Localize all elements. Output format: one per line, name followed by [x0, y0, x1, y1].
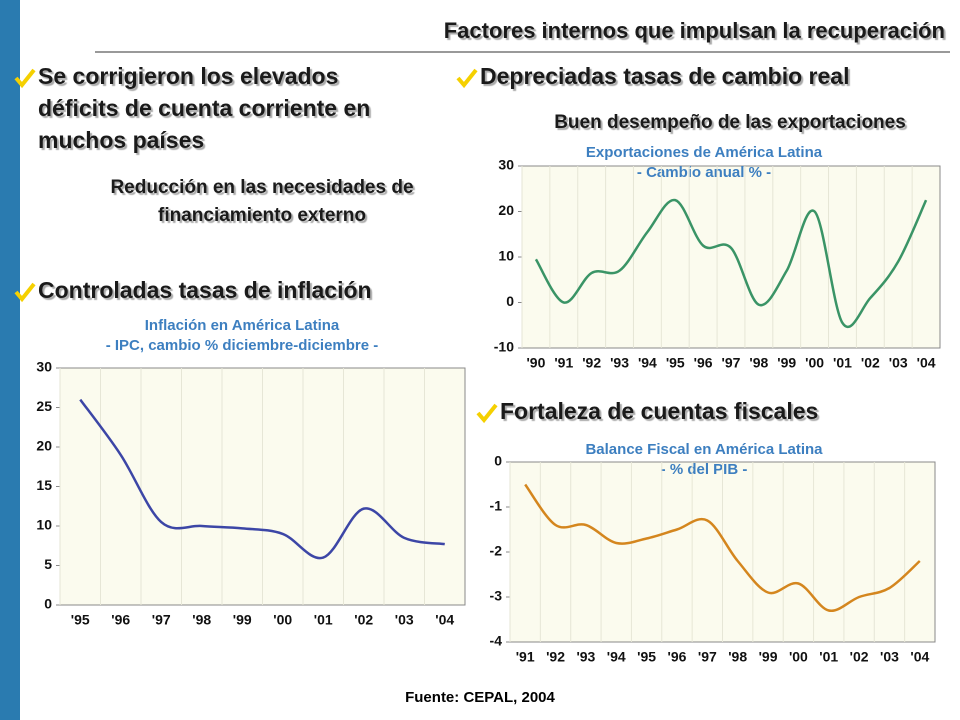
y-tick-label: 0	[494, 453, 502, 469]
x-tick-label: '04	[910, 649, 929, 665]
y-tick-label: -10	[494, 339, 514, 355]
y-tick-label: -2	[490, 543, 503, 559]
x-tick-label: '04	[917, 355, 936, 371]
bullet-line: déficits de cuenta corriente en	[38, 95, 370, 121]
x-tick-label: '92	[582, 355, 601, 371]
chart-title: Inflación en América Latina	[145, 317, 340, 334]
slide-title: Factores internos que impulsan la recupe…	[444, 18, 945, 43]
x-tick-label: '93	[576, 649, 595, 665]
y-tick-label: 30	[498, 157, 514, 173]
x-tick-label: '95	[666, 355, 685, 371]
x-tick-label: '98	[749, 355, 768, 371]
chart-title: Exportaciones de América Latina	[586, 144, 823, 161]
check-icon	[14, 68, 36, 89]
y-tick-label: -3	[490, 588, 503, 604]
x-tick-label: '97	[722, 355, 741, 371]
x-tick-label: '01	[314, 612, 333, 628]
x-tick-label: '98	[192, 612, 211, 628]
y-tick-label: 25	[36, 398, 52, 414]
x-tick-label: '03	[889, 355, 908, 371]
x-tick-label: '91	[554, 355, 573, 371]
x-tick-label: '03	[395, 612, 414, 628]
bullet-line: Se corrigieron los elevados	[38, 63, 338, 89]
x-tick-label: '02	[354, 612, 373, 628]
plot-area	[521, 165, 941, 349]
bullet-note: Buen desempeño de las exportaciones	[554, 112, 906, 133]
chart-title: Balance Fiscal en América Latina	[585, 441, 823, 458]
y-tick-label: -4	[490, 633, 503, 649]
y-tick-label: 15	[36, 477, 52, 493]
x-tick-label: '95	[637, 649, 656, 665]
bullet-note: Reducción en las necesidades de	[110, 177, 413, 198]
y-tick-label: -1	[490, 498, 503, 514]
x-tick-label: '99	[777, 355, 796, 371]
y-tick-label: 20	[498, 202, 514, 218]
x-tick-label: '00	[273, 612, 292, 628]
x-tick-label: '99	[233, 612, 252, 628]
check-icon	[14, 282, 36, 303]
x-tick-label: '92	[546, 649, 565, 665]
bullet-line: Controladas tasas de inflación	[38, 277, 372, 303]
x-tick-label: '97	[698, 649, 717, 665]
x-tick-label: '02	[850, 649, 869, 665]
x-tick-label: '90	[526, 355, 545, 371]
x-tick-label: '03	[880, 649, 899, 665]
bullet-line: Depreciadas tasas de cambio real	[480, 63, 849, 89]
bullet-note: financiamiento externo	[158, 205, 366, 226]
source: Fuente: CEPAL, 2004	[405, 689, 555, 706]
y-tick-label: 0	[506, 293, 514, 309]
x-tick-label: '94	[607, 649, 626, 665]
data-line	[534, 198, 928, 328]
chart-subtitle: - % del PIB -	[661, 461, 748, 478]
chart-subtitle: - Cambio anual % -	[637, 164, 771, 181]
y-tick-label: 20	[36, 438, 52, 454]
x-tick-label: '96	[111, 612, 130, 628]
data-line	[79, 398, 445, 560]
x-tick-label: '02	[861, 355, 880, 371]
x-tick-label: '00	[805, 355, 824, 371]
y-tick-label: 5	[44, 556, 52, 572]
x-tick-label: '01	[819, 649, 838, 665]
data-line	[524, 483, 921, 612]
x-tick-label: '95	[71, 612, 90, 628]
y-tick-label: 10	[498, 248, 514, 264]
y-tick-label: 10	[36, 517, 52, 533]
check-icon	[456, 68, 478, 89]
x-tick-label: '99	[759, 649, 778, 665]
x-tick-label: '98	[728, 649, 747, 665]
y-tick-label: 30	[36, 359, 52, 375]
x-tick-label: '00	[789, 649, 808, 665]
check-icon	[476, 403, 498, 424]
x-tick-label: '04	[435, 612, 454, 628]
y-tick-label: 0	[44, 596, 52, 612]
side-bar	[0, 0, 20, 720]
bullet-line: muchos países	[38, 127, 204, 153]
x-tick-label: '01	[833, 355, 852, 371]
x-tick-label: '91	[516, 649, 535, 665]
x-tick-label: '96	[668, 649, 687, 665]
x-tick-label: '94	[638, 355, 657, 371]
x-tick-label: '96	[694, 355, 713, 371]
bullet-line: Fortaleza de cuentas fiscales	[500, 398, 818, 424]
x-tick-label: '97	[152, 612, 171, 628]
chart-subtitle: - IPC, cambio % diciembre-diciembre -	[106, 337, 379, 354]
x-tick-label: '93	[610, 355, 629, 371]
